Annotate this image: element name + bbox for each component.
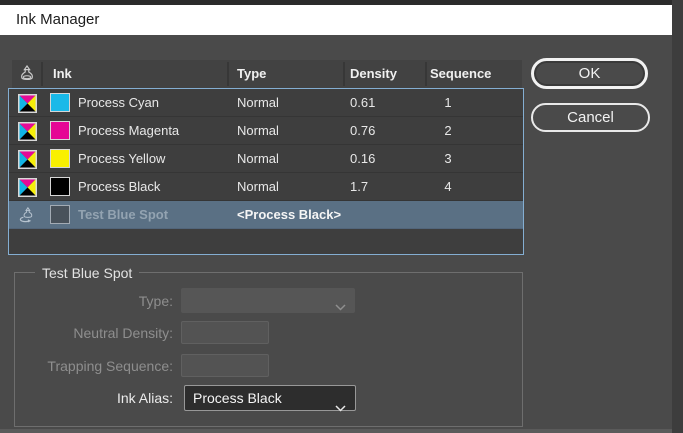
ink-alias-dropdown[interactable]: Process Black — [184, 385, 356, 412]
ink-table-header: Ink Type Density Sequence — [12, 60, 522, 88]
trapping-sequence-label: Trapping Sequence: — [47, 358, 173, 374]
ink-type: Normal — [237, 95, 279, 110]
table-row[interactable]: Process Yellow Normal 0.16 3 — [9, 145, 523, 173]
dialog-title: Ink Manager — [0, 5, 672, 35]
dialog-bottom-edge — [0, 429, 672, 433]
ink-name: Process Cyan — [78, 95, 159, 110]
ink-name: Test Blue Spot — [78, 207, 169, 222]
cmyk-process-icon — [17, 121, 37, 141]
ink-name: Process Magenta — [78, 123, 180, 138]
table-row[interactable]: Process Black Normal 1.7 4 — [9, 173, 523, 201]
ink-sequence: 2 — [444, 123, 452, 138]
type-dropdown — [181, 288, 355, 313]
neutral-density-input — [181, 321, 269, 344]
ink-flask-icon — [12, 60, 41, 88]
header-divider — [227, 62, 229, 86]
background-app-strip — [0, 0, 683, 5]
ink-list: Process Cyan Normal 0.61 1 Process Magen… — [8, 88, 524, 255]
header-divider — [41, 62, 43, 86]
cmyk-process-icon — [17, 149, 37, 169]
ink-detail-group: Test Blue Spot Type: Neutral Density: Tr… — [14, 264, 523, 427]
neutral-density-label: Neutral Density: — [73, 325, 173, 341]
color-swatch — [50, 205, 70, 224]
dialog-right-edge — [672, 0, 683, 433]
color-swatch — [50, 121, 70, 140]
spot-alias-flask-icon — [17, 205, 37, 225]
ink-density: 0.16 — [350, 151, 376, 166]
cmyk-process-icon — [17, 93, 37, 113]
ink-sequence: 1 — [444, 95, 452, 110]
ink-type: Normal — [237, 179, 279, 194]
chevron-down-icon — [335, 395, 346, 419]
color-swatch — [50, 177, 70, 196]
ink-alias-label: Ink Alias: — [116, 390, 173, 406]
ok-button[interactable]: OK — [531, 58, 648, 89]
ink-alias-value: Process Black — [193, 390, 282, 406]
table-row-selected[interactable]: Test Blue Spot <Process Black> — [9, 201, 523, 229]
column-header-sequence: Sequence — [430, 66, 492, 81]
column-header-ink: Ink — [53, 66, 72, 81]
group-legend: Test Blue Spot — [35, 264, 140, 282]
table-row[interactable]: Process Magenta Normal 0.76 2 — [9, 117, 523, 145]
color-swatch — [50, 93, 70, 112]
column-header-density: Density — [350, 66, 397, 81]
ink-density: 1.7 — [350, 179, 369, 194]
cmyk-process-icon — [17, 177, 37, 197]
header-divider — [343, 62, 345, 86]
type-label: Type: — [138, 293, 173, 309]
ink-type: Normal — [237, 151, 279, 166]
table-row[interactable]: Process Cyan Normal 0.61 1 — [9, 89, 523, 117]
ink-sequence: 3 — [444, 151, 452, 166]
ink-density: 0.61 — [350, 95, 376, 110]
trapping-sequence-input — [181, 354, 269, 377]
chevron-down-icon — [335, 298, 346, 316]
color-swatch — [50, 149, 70, 168]
ink-sequence: 4 — [444, 179, 452, 194]
ink-type: Normal — [237, 123, 279, 138]
cancel-button[interactable]: Cancel — [531, 103, 650, 132]
ink-alias-target: <Process Black> — [237, 207, 342, 222]
header-divider — [425, 62, 427, 86]
ink-name: Process Yellow — [78, 151, 166, 166]
column-header-type: Type — [237, 66, 267, 81]
ink-name: Process Black — [78, 179, 161, 194]
ink-density: 0.76 — [350, 123, 376, 138]
